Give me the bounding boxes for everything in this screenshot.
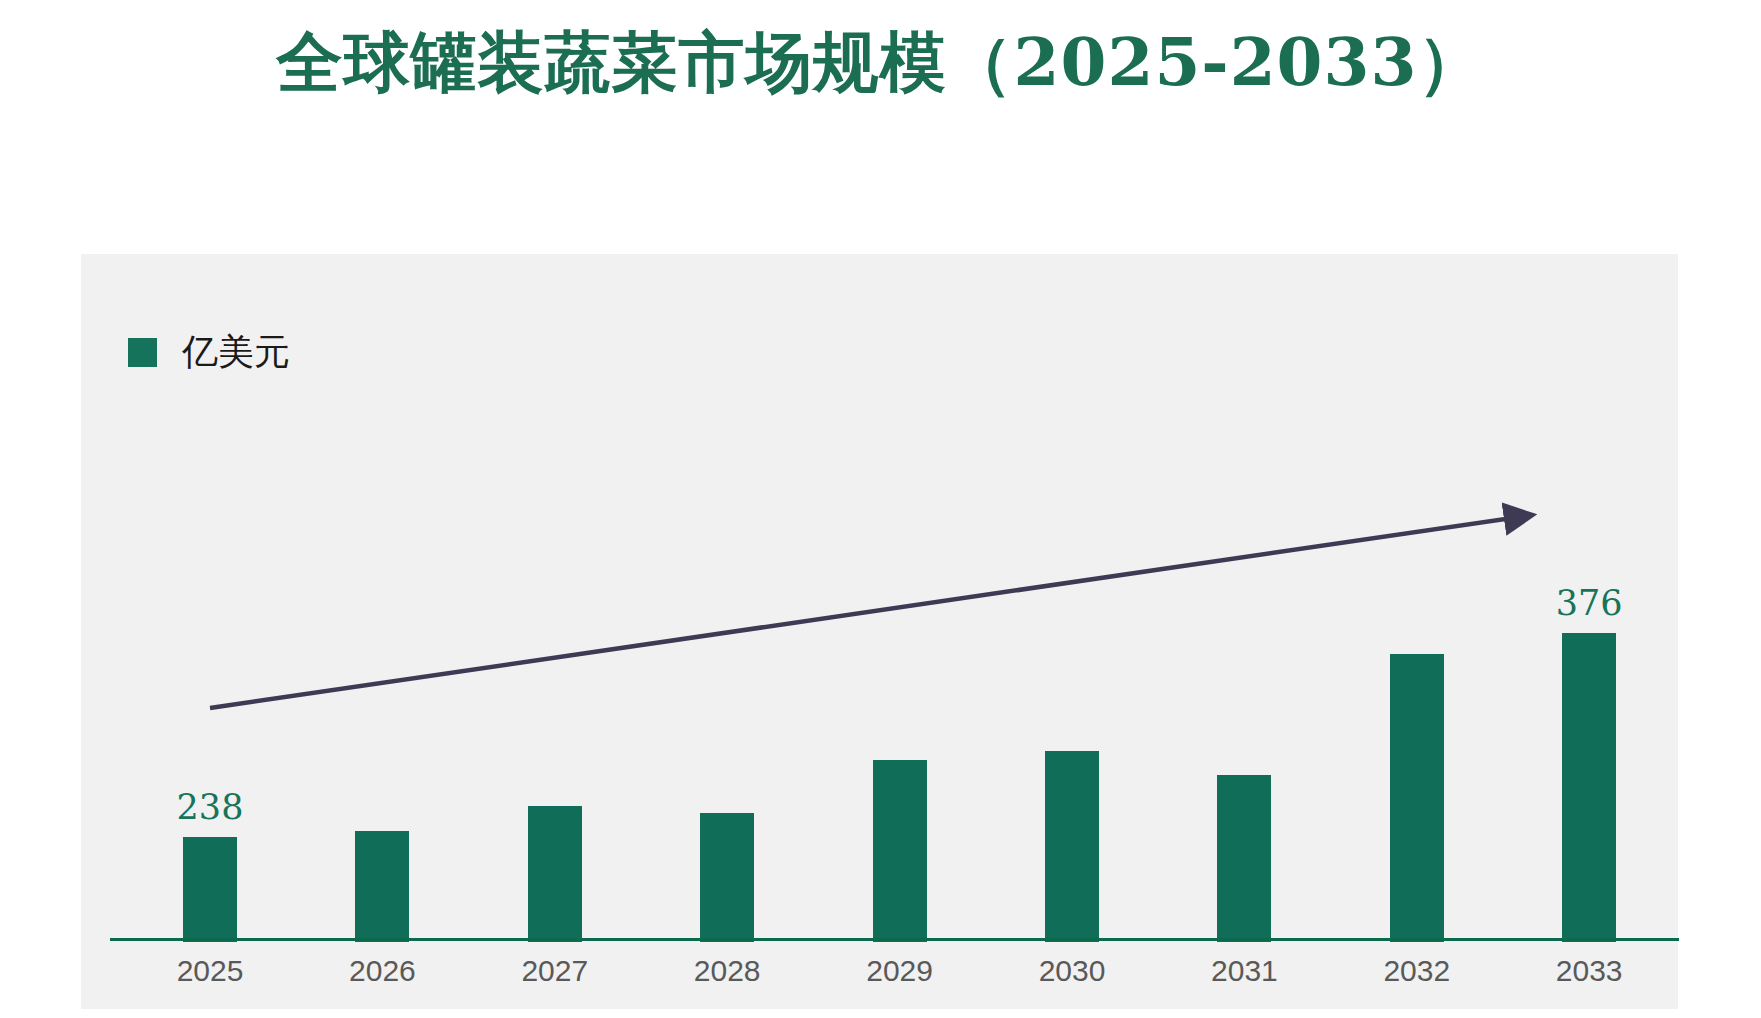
x-tick-label-2027: 2027 (521, 954, 588, 988)
x-tick-label-2032: 2032 (1383, 954, 1450, 988)
bar-2028 (700, 813, 754, 942)
x-tick-label-2029: 2029 (866, 954, 933, 988)
legend: 亿美元 (128, 334, 290, 370)
bar-2030 (1045, 751, 1099, 942)
value-label-2025: 238 (177, 790, 244, 825)
bar-2032 (1390, 654, 1444, 942)
x-tick-label-2025: 2025 (177, 954, 244, 988)
x-tick-label-2028: 2028 (694, 954, 761, 988)
bar-2029 (873, 760, 927, 942)
bar-2033 (1562, 633, 1616, 942)
x-tick-label-2030: 2030 (1039, 954, 1106, 988)
x-tick-label-2031: 2031 (1211, 954, 1278, 988)
x-tick-label-2033: 2033 (1556, 954, 1623, 988)
chart-canvas: 全球罐装蔬菜市场规模（2025-2033） 亿美元 238 376 2025 202… (0, 0, 1761, 1018)
bar-2031 (1217, 775, 1271, 942)
bar-2026 (355, 831, 409, 942)
legend-label: 亿美元 (182, 334, 290, 370)
bar-2027 (528, 806, 582, 942)
bar-2025 (183, 837, 237, 942)
value-label-2033: 376 (1556, 586, 1623, 621)
x-axis-line (110, 938, 1679, 941)
chart-title: 全球罐装蔬菜市场规模（2025-2033） (0, 18, 1761, 108)
legend-swatch-icon (128, 338, 157, 367)
plot-panel: 亿美元 238 376 2025 2026 2027 2028 2029 2030 2031 2… (81, 254, 1678, 1009)
x-tick-label-2026: 2026 (349, 954, 416, 988)
